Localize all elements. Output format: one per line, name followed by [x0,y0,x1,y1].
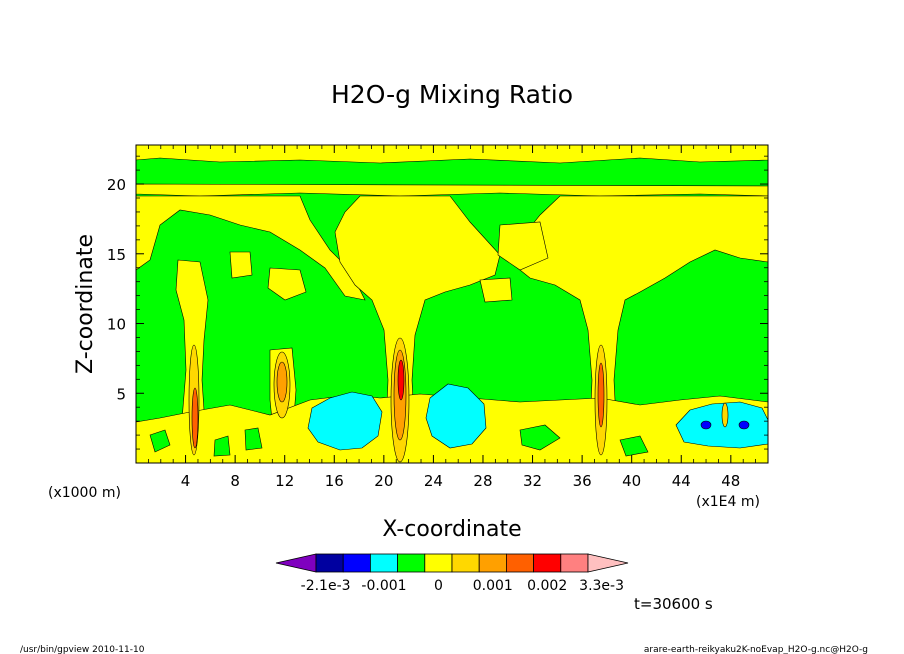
chart-title: H2O-g Mixing Ratio [331,80,573,109]
plot-area [136,145,768,463]
region-dry-pocket-25 [425,383,487,449]
colorbar-label: 0.001 [473,578,513,594]
y-axis: 5 10 15 20 [107,155,768,450]
plot-frame [135,144,769,464]
colorbar-swatch [369,553,398,573]
colorbar-swatch [505,553,534,573]
region-blue-spot [700,420,712,430]
footer-left: /usr/bin/gpview 2010-11-10 [20,645,145,654]
region-green-speckle [149,424,649,457]
colorbar-swatch [315,553,344,573]
colorbar-swatch [424,553,453,573]
footer-right: arare-earth-reikyaku2K-noEvap_H2O-g.nc@H… [644,645,868,654]
core-47 [721,402,729,428]
region-blob [497,221,549,271]
region-blue-spot [738,420,750,430]
x-unit-left: (x1000 m) [48,485,121,501]
region-upper-band [136,145,768,164]
region-blob [229,251,253,279]
colorbar-label: 3.3e-3 [579,578,624,594]
colorbar-label: -2.1e-3 [301,578,351,594]
x-tick-label: 48 [721,472,740,490]
x-tick-label: 36 [573,472,592,490]
core-12-inner [276,361,288,403]
region-band-20 [136,183,768,197]
x-tick-label: 16 [325,472,344,490]
x-unit-right: (x1E4 m) [696,494,760,510]
y-tick-label: 15 [107,246,126,264]
x-axis-label: X-coordinate [382,517,521,542]
y-axis-label: Z-coordinate [73,234,98,374]
x-tick-label: 12 [275,472,294,490]
region-blob [267,267,307,301]
x-tick-label: 32 [523,472,542,490]
core-4-inner [191,387,199,449]
x-tick-label: 4 [181,472,191,490]
x-axis: 4 8 12 16 20 24 28 32 36 40 44 48 [147,145,757,490]
region-upper-left [136,195,366,301]
colorbar-swatch [478,553,507,573]
region-dry-pocket-47 [675,401,768,449]
y-tick-label: 20 [107,176,126,194]
core-21-inner [397,359,405,401]
colorbar-arrow-low [275,553,317,573]
colorbar-label: 0 [434,578,443,594]
colorbar-arrow-high [587,553,629,573]
x-tick-label: 24 [424,472,443,490]
region-dry-pocket-16 [307,391,383,451]
colorbar-swatch [342,553,371,573]
x-tick-label: 28 [473,472,492,490]
x-tick-label: 8 [230,472,240,490]
core-37-inner [597,362,605,428]
colorbar: -2.1e-3 -0.001 0 0.001 0.002 3.3e-3 [275,553,629,594]
x-tick-label: 44 [672,472,691,490]
region-blob [479,277,513,303]
colorbar-swatch [533,553,562,573]
y-tick-label: 5 [116,385,126,403]
colorbar-label: 0.002 [527,578,567,594]
x-tick-label: 40 [622,472,641,490]
colorbar-swatch [397,553,426,573]
colorbar-label: -0.001 [361,578,406,594]
time-label: t=30600 s [634,595,713,613]
y-tick-label: 10 [107,316,126,334]
colorbar-swatch [451,553,480,573]
x-tick-label: 20 [374,472,393,490]
colorbar-swatch [560,553,589,573]
